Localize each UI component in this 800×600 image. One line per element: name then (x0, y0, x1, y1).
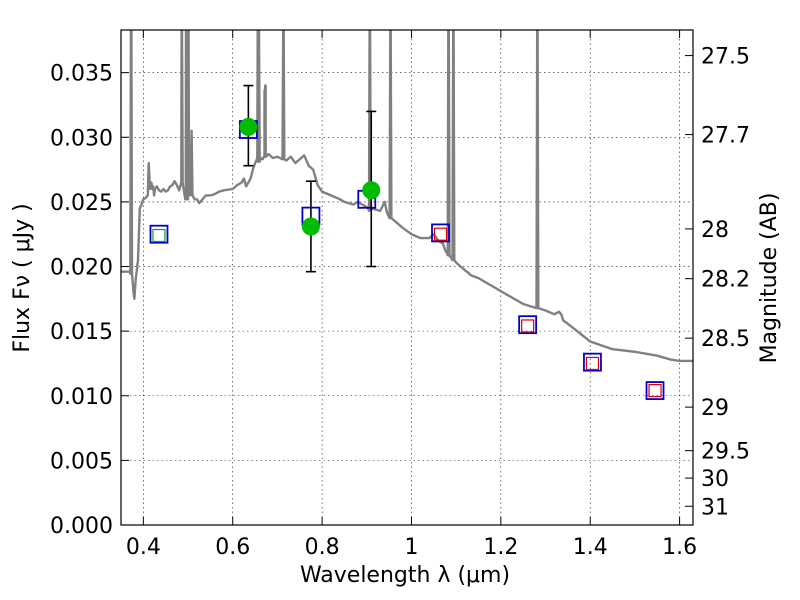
x-axis-title: Wavelength λ (μm) (300, 563, 510, 588)
y2-tick-label: 28.5 (701, 327, 750, 352)
y-tick-label: 0.015 (50, 320, 113, 345)
y-tick-label: 0.005 (50, 449, 113, 474)
synthetic-square (585, 356, 600, 371)
model-band-square (645, 381, 665, 400)
y2-tick-label: 29 (701, 396, 729, 421)
y-tick-label: 0.000 (50, 514, 113, 539)
synthetic-square (433, 227, 448, 241)
y2-tick-label: 30 (701, 467, 729, 492)
x-tick-label: 0.4 (126, 535, 161, 560)
observed-point (362, 181, 381, 200)
synthetic-square (152, 228, 166, 243)
model-spectrum-line (121, 30, 693, 363)
y2-axis-title: Magnitude (AB) (757, 193, 782, 364)
grid (121, 30, 693, 526)
model-band-square (518, 315, 538, 335)
synthetic-square (648, 383, 662, 398)
y2-tick-label: 27.5 (701, 45, 750, 70)
y-tick-label: 0.030 (50, 126, 113, 151)
y2-tick-label: 29.5 (701, 440, 750, 465)
y2-tick-label: 28.2 (701, 268, 750, 293)
model-band-square (149, 224, 169, 244)
y-tick-label: 0.010 (50, 385, 113, 410)
y2-tick-label: 27.7 (701, 124, 750, 149)
observed-point (239, 117, 258, 136)
y-tick-label: 0.025 (50, 191, 113, 216)
model-band-square (431, 223, 450, 243)
y-tick-label: 0.035 (50, 62, 113, 87)
x-tick-label: 1.2 (483, 535, 518, 560)
x-tick-label: 1.4 (573, 535, 608, 560)
x-tick-label: 1.6 (662, 535, 697, 560)
plot-frame (120, 29, 694, 526)
x-tick-label: 0.6 (215, 535, 250, 560)
y2-tick-label: 31 (701, 495, 729, 520)
plot-area (121, 30, 693, 400)
axis-ticks: 0.4 0.6 0.8 1 1.2 1.4 1.6 0.000 0.005 0.010 0.015 0… (50, 30, 750, 560)
y-tick-label: 0.020 (50, 256, 113, 281)
x-tick-label: 0.8 (305, 535, 340, 560)
model-band-square (583, 352, 602, 372)
x-tick-label: 1 (404, 535, 418, 560)
observed-point (301, 217, 320, 236)
y2-tick-label: 28 (701, 218, 729, 243)
synthetic-square (521, 319, 535, 333)
y-axis-title: Flux Fν ( μJy ) (10, 203, 35, 352)
